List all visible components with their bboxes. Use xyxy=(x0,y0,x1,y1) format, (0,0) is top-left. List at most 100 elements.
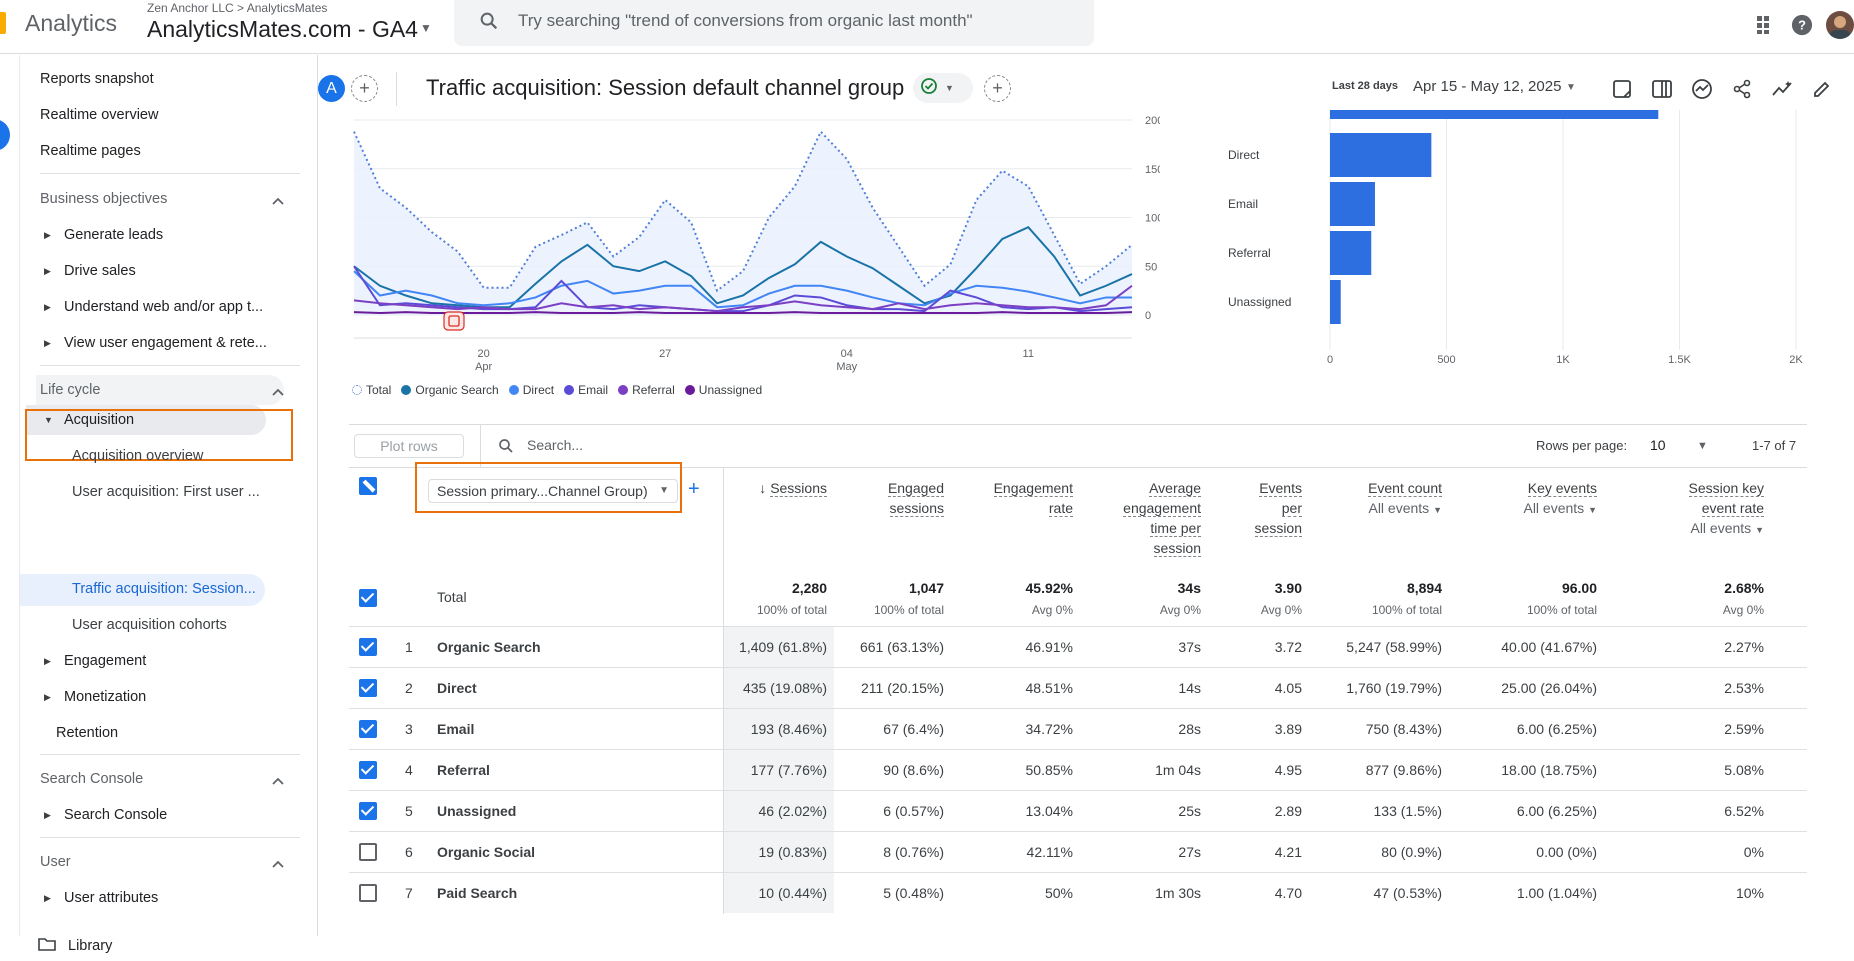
table-row[interactable]: 6 Organic Social 19 (0.83%) 8 (0.76%) 42.11%… xyxy=(349,831,1807,872)
apps-grid-icon[interactable] xyxy=(1748,10,1784,40)
col-header-engaged-sessions[interactable]: Engaged sessions xyxy=(887,478,944,518)
compare-icon[interactable] xyxy=(1644,73,1680,105)
dimension-selector[interactable]: Session primary...Channel Group) ▼ xyxy=(428,479,678,503)
chevron-up-icon[interactable] xyxy=(272,773,284,789)
report-status-dropdown[interactable]: ▼ xyxy=(913,73,973,103)
property-caret-icon[interactable]: ▼ xyxy=(420,21,432,35)
legend-label: Referral xyxy=(632,383,675,397)
account-breadcrumb[interactable]: Zen Anchor LLC > AnalyticsMates xyxy=(147,1,328,15)
app-name[interactable]: Analytics xyxy=(25,10,118,36)
legend-item-unassigned[interactable]: Unassigned xyxy=(684,383,762,397)
sidebar-item-user-engagement[interactable]: ▶ View user engagement & rete... xyxy=(44,328,267,358)
reports-nav-icon[interactable] xyxy=(0,119,10,151)
sidebar-item-monetization[interactable]: ▶ Monetization xyxy=(44,682,146,712)
row-checkbox[interactable] xyxy=(359,884,377,902)
row-checkbox[interactable] xyxy=(359,638,377,656)
table-row[interactable]: 4 Referral 177 (7.76%) 90 (8.6%) 50.85% 1m 04… xyxy=(349,749,1807,790)
sidebar-item-generate-leads[interactable]: ▶ Generate leads xyxy=(44,220,163,250)
legend-item-email[interactable]: Email xyxy=(564,383,608,397)
row-cell: 6.00 (6.25%) xyxy=(1516,803,1597,819)
row-checkbox[interactable] xyxy=(359,802,377,820)
plot-rows-button[interactable]: Plot rows xyxy=(354,434,464,458)
date-range-picker[interactable]: Apr 15 - May 12, 2025 xyxy=(1413,78,1562,95)
legend-item-organic-search[interactable]: Organic Search xyxy=(401,383,499,397)
event-filter-label: All events xyxy=(1368,500,1430,516)
legend-item-referral[interactable]: Referral xyxy=(618,383,675,397)
insights-icon[interactable] xyxy=(1684,73,1720,105)
col-header-sessions[interactable]: ↓ Sessions xyxy=(759,478,827,498)
expand-arrow-icon: ▶ xyxy=(44,691,51,702)
sidebar-item-acquisition[interactable]: ▼ Acquisition xyxy=(44,405,134,435)
legend-item-total[interactable]: Total xyxy=(352,383,391,397)
comparison-avatar[interactable]: A xyxy=(318,75,345,102)
col-header-avg-engagement-time[interactable]: Average engagement time per session xyxy=(1123,478,1201,558)
property-selector[interactable]: AnalyticsMates.com - GA4 xyxy=(147,16,418,42)
customize-report-icon[interactable] xyxy=(1604,73,1640,105)
event-filter-dropdown[interactable]: All events ▼ xyxy=(1368,500,1442,516)
add-filter-button[interactable]: + xyxy=(984,75,1011,102)
col-header-event-count[interactable]: Event count All events ▼ xyxy=(1368,478,1442,520)
sidebar-item-acquisition-overview[interactable]: Acquisition overview xyxy=(72,448,204,464)
total-label: Total xyxy=(437,589,467,605)
row-checkbox[interactable] xyxy=(359,679,377,697)
sidebar-item-drive-sales[interactable]: ▶ Drive sales xyxy=(44,256,136,286)
rows-per-page-caret-icon[interactable]: ▼ xyxy=(1697,440,1708,452)
date-preset-label[interactable]: Last 28 days xyxy=(1332,80,1399,92)
col-header-session-key-event-rate[interactable]: Session key event rate All events ▼ xyxy=(1688,478,1764,540)
sidebar-item-user-attributes[interactable]: ▶ User attributes xyxy=(44,883,158,913)
sidebar-item-realtime-overview[interactable]: Realtime overview xyxy=(40,107,159,123)
sidebar-item-engagement[interactable]: ▶ Engagement xyxy=(44,646,146,676)
row-cell: 2.27% xyxy=(1724,639,1764,655)
sidebar-item-search-console[interactable]: ▶ Search Console xyxy=(44,800,167,830)
share-icon[interactable] xyxy=(1724,73,1760,105)
rows-per-page-select[interactable]: 10 xyxy=(1650,437,1666,453)
row-cell: 3.89 xyxy=(1274,721,1302,737)
edit-pencil-icon[interactable] xyxy=(1804,73,1840,105)
table-search[interactable]: Search... xyxy=(482,425,1482,467)
row-checkbox[interactable] xyxy=(359,843,377,861)
global-search[interactable]: Try searching "trend of conversions from… xyxy=(454,0,1094,46)
sidebar-item-realtime-pages[interactable]: Realtime pages xyxy=(40,143,141,159)
sidebar-item-understand-traffic[interactable]: ▶ Understand web and/or app t... xyxy=(44,292,263,322)
add-comparison-button[interactable]: + xyxy=(351,75,378,102)
sidebar-item-user-acquisition[interactable]: User acquisition: First user ... xyxy=(72,484,260,500)
total-checkbox[interactable] xyxy=(359,589,377,607)
section-user[interactable]: User xyxy=(40,847,290,877)
table-row[interactable]: 2 Direct 435 (19.08%) 211 (20.15%) 48.51% 14s… xyxy=(349,667,1807,708)
expand-arrow-icon: ▶ xyxy=(44,809,51,820)
sidebar-item-acquisition-cohorts[interactable]: User acquisition cohorts xyxy=(72,617,227,633)
chevron-up-icon[interactable] xyxy=(272,856,284,872)
section-business-objectives[interactable]: Business objectives xyxy=(40,184,290,214)
row-checkbox[interactable] xyxy=(359,720,377,738)
sidebar-item-retention[interactable]: Retention xyxy=(56,725,119,741)
col-header-events-per-session[interactable]: Events per session xyxy=(1254,478,1302,538)
row-cell: 750 (8.43%) xyxy=(1365,721,1442,737)
date-caret-icon[interactable]: ▼ xyxy=(1566,82,1576,93)
table-row[interactable]: 1 Organic Search 1,409 (61.8%) 661 (63.13%)… xyxy=(349,626,1807,667)
table-row[interactable]: 3 Email 193 (8.46%) 67 (6.4%) 34.72% 28s 3.89 7… xyxy=(349,708,1807,749)
trend-sparkle-icon[interactable] xyxy=(1764,73,1800,105)
sidebar-item-reports-snapshot[interactable]: Reports snapshot xyxy=(40,71,154,87)
section-life-cycle[interactable]: Life cycle xyxy=(40,375,290,405)
add-dimension-button[interactable]: + xyxy=(688,478,700,500)
user-avatar[interactable] xyxy=(1826,11,1854,39)
section-search-console[interactable]: Search Console xyxy=(40,764,290,794)
global-search-placeholder[interactable]: Try searching "trend of conversions from… xyxy=(518,11,973,30)
key-rate-filter-dropdown[interactable]: All events ▼ xyxy=(1690,520,1764,536)
rows-per-page-label: Rows per page: xyxy=(1536,438,1628,453)
select-all-checkbox[interactable] xyxy=(359,477,377,495)
legend-item-direct[interactable]: Direct xyxy=(508,383,554,397)
row-cell: 4.95 xyxy=(1274,762,1302,778)
sidebar-item-traffic-acquisition[interactable]: Traffic acquisition: Session... xyxy=(72,581,256,597)
chevron-up-icon[interactable] xyxy=(272,384,284,400)
chevron-up-icon[interactable] xyxy=(272,193,284,209)
table-search-placeholder[interactable]: Search... xyxy=(527,437,584,453)
help-icon[interactable]: ? xyxy=(1784,10,1820,40)
table-row[interactable]: 7 Paid Search 10 (0.44%) 5 (0.48%) 50% 1m 30s… xyxy=(349,872,1807,913)
table-row[interactable]: 5 Unassigned 46 (2.02%) 6 (0.57%) 13.04% 25s 2… xyxy=(349,790,1807,831)
x-tick-label: 27 xyxy=(659,348,671,360)
row-checkbox[interactable] xyxy=(359,761,377,779)
col-header-key-events[interactable]: Key events All events ▼ xyxy=(1523,478,1597,520)
col-header-engagement-rate[interactable]: Engagement rate xyxy=(993,478,1073,518)
key-event-filter-dropdown[interactable]: All events ▼ xyxy=(1523,500,1597,516)
